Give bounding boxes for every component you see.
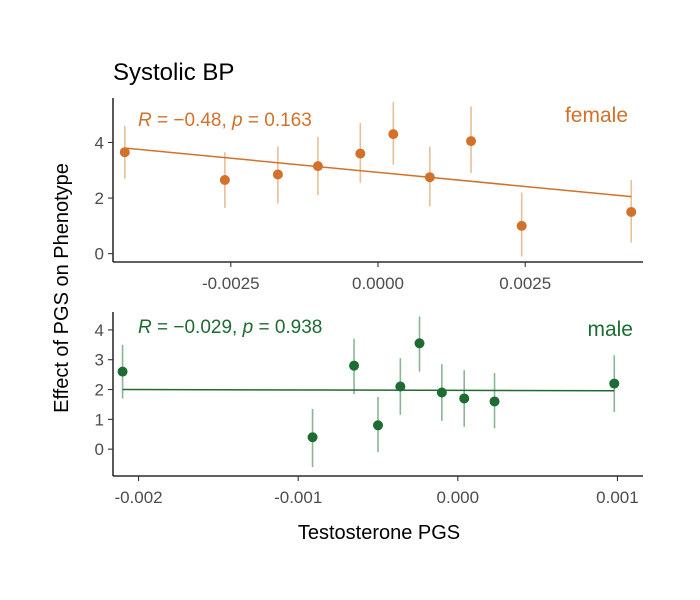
x-tick-label: 0.001: [596, 488, 639, 507]
x-tick-label: 0.0000: [352, 274, 404, 293]
y-tick-label: 1: [95, 410, 104, 429]
correlation-annotation: R = −0.48, p = 0.163: [138, 110, 312, 131]
data-point: [436, 387, 447, 398]
correlation-annotation: R = −0.029, p = 0.938: [138, 317, 322, 338]
data-point: [119, 147, 130, 158]
y-tick-label: 0: [95, 440, 104, 459]
data-point: [626, 206, 637, 217]
annotation-symbol: p: [242, 317, 254, 338]
data-point: [388, 129, 399, 140]
annotation-value: = 0.163: [243, 110, 312, 131]
data-point: [489, 396, 500, 407]
y-axis-title: Effect of PGS on Phenotype: [51, 163, 73, 413]
data-point: [307, 432, 318, 443]
data-point: [516, 220, 527, 231]
data-point: [272, 169, 283, 180]
data-point: [349, 360, 360, 371]
x-tick-label: -0.0025: [202, 274, 260, 293]
data-point: [466, 136, 477, 147]
data-point: [609, 378, 620, 389]
chart-title: Systolic BP: [113, 59, 234, 86]
data-point: [373, 420, 383, 431]
annotation-value: = −0.48,: [152, 110, 232, 131]
panel-label: male: [587, 318, 633, 341]
x-tick-label: 0.000: [437, 488, 480, 507]
y-tick-label: 0: [95, 245, 104, 264]
annotation-symbol: R: [138, 110, 152, 131]
y-tick-label: 4: [95, 133, 104, 152]
data-point: [117, 366, 128, 377]
annotation-value: = 0.938: [253, 317, 322, 338]
data-point: [414, 338, 425, 349]
annotation-value: = −0.029,: [152, 317, 243, 338]
x-tick-label: -0.002: [114, 488, 162, 507]
x-tick-label: 0.0025: [499, 274, 551, 293]
data-point: [312, 161, 323, 172]
x-axis-title: Testosterone PGS: [298, 522, 460, 544]
panel-female: 0 2 4 -0.0025 0.0000 0.0025 female R = −0.48, p…: [95, 98, 643, 293]
regression-line: [122, 388, 615, 392]
data-point: [355, 148, 366, 159]
y-tick-label: 2: [95, 381, 104, 400]
panel-label: female: [565, 104, 628, 127]
data-point: [395, 381, 406, 392]
annotation-symbol: R: [138, 317, 152, 338]
panel-male: 0 1 2 3 4 -0.002 -0.001 0.000 0.001 male R = −0.02…: [95, 312, 643, 507]
data-point: [424, 172, 435, 183]
y-tick-label: 3: [95, 351, 104, 370]
y-tick-label: 4: [95, 321, 104, 340]
data-point: [459, 393, 470, 404]
x-tick-label: -0.001: [274, 488, 322, 507]
annotation-symbol: p: [231, 110, 243, 131]
regression-line: [124, 147, 632, 198]
y-tick-label: 2: [95, 189, 104, 208]
data-point: [219, 175, 230, 185]
